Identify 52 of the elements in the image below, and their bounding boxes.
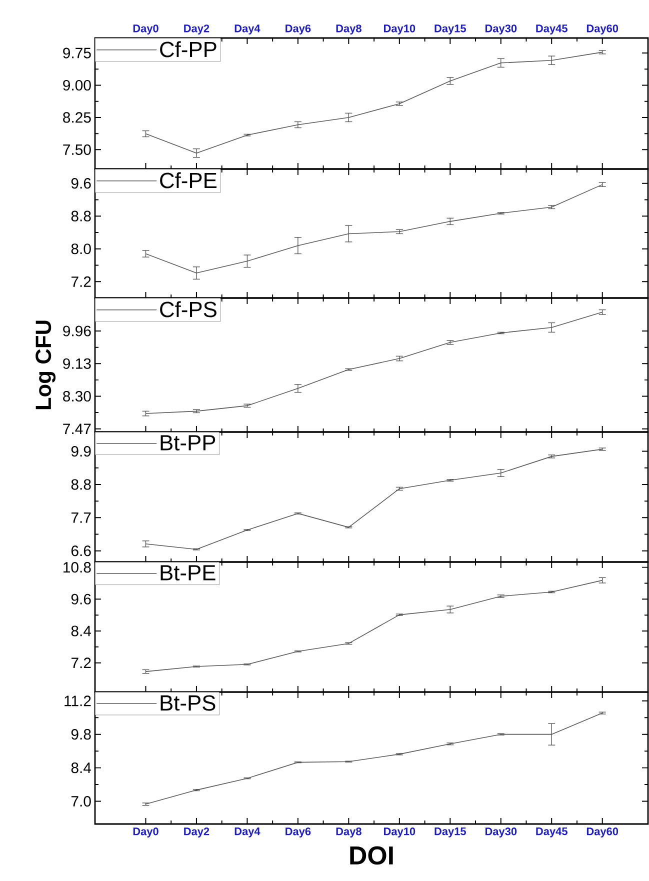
x-axis-title: DOI: [350, 846, 393, 865]
y-tick-label: 7.2: [71, 276, 91, 287]
legend-label: Cf-PE: [160, 172, 217, 188]
y-tick-label: 9.6: [71, 178, 91, 189]
x-tick-label: Day6: [286, 828, 311, 838]
y-tick-label: 9.96: [63, 326, 91, 336]
x-tick-label: Day8: [336, 828, 362, 838]
y-tick-label: 9.13: [63, 358, 91, 369]
legend-label: Cf-PS: [160, 301, 216, 318]
x-tick-label: Day0: [133, 24, 158, 34]
x-tick-label: Day15: [434, 828, 466, 838]
x-tick-label: Day2: [184, 24, 210, 34]
y-tick-label: 8.4: [71, 626, 92, 636]
legend-label: Bt-PE: [160, 565, 216, 580]
y-tick-label: 8.25: [63, 112, 91, 123]
y-tick-label: 7.47: [63, 424, 91, 434]
x-tick-label: Day30: [485, 828, 517, 838]
x-tick-label: Day15: [434, 24, 466, 34]
x-tick-label: Day30: [485, 24, 517, 34]
x-tick-label: Day10: [384, 24, 416, 34]
y-tick-label: 7.2: [71, 658, 91, 668]
legend-label: Bt-PP: [160, 435, 216, 450]
x-tick-label: Day4: [234, 24, 260, 34]
x-tick-label: Day45: [536, 24, 568, 34]
x-tick-label: Day8: [336, 24, 362, 34]
y-tick-label: 6.6: [71, 546, 91, 556]
y-axis-title: Log CFU: [36, 320, 56, 410]
x-tick-label: Day2: [184, 828, 210, 838]
y-tick-label: 9.6: [71, 594, 91, 604]
x-tick-label: Day45: [536, 828, 568, 838]
x-tick-label: Day4: [234, 828, 260, 838]
y-tick-label: 8.0: [71, 244, 91, 254]
y-tick-label: 8.4: [71, 762, 92, 774]
y-tick-label: 11.2: [64, 696, 91, 706]
y-tick-label: 7.0: [71, 796, 91, 807]
y-tick-label: 9.8: [71, 729, 91, 740]
y-tick-label: 8.30: [63, 390, 91, 402]
y-tick-label: 7.50: [63, 144, 91, 155]
y-tick-label: 9.00: [63, 80, 91, 91]
x-tick-label: Day10: [384, 828, 416, 838]
legend-label: Bt-PS: [160, 695, 216, 711]
y-tick-label: 10.8: [64, 562, 91, 573]
x-tick-label: Day60: [586, 24, 618, 34]
y-tick-label: 7.7: [71, 512, 91, 523]
y-tick-label: 9.75: [63, 48, 91, 58]
x-tick-label: Day60: [586, 828, 618, 838]
y-tick-label: 8.8: [71, 479, 91, 490]
legend-label: Cf-PP: [160, 41, 216, 58]
y-tick-label: 9.9: [71, 446, 91, 457]
x-tick-label: Day6: [286, 24, 311, 34]
x-tick-label: Day0: [133, 828, 158, 838]
y-tick-label: 8.8: [71, 210, 91, 222]
